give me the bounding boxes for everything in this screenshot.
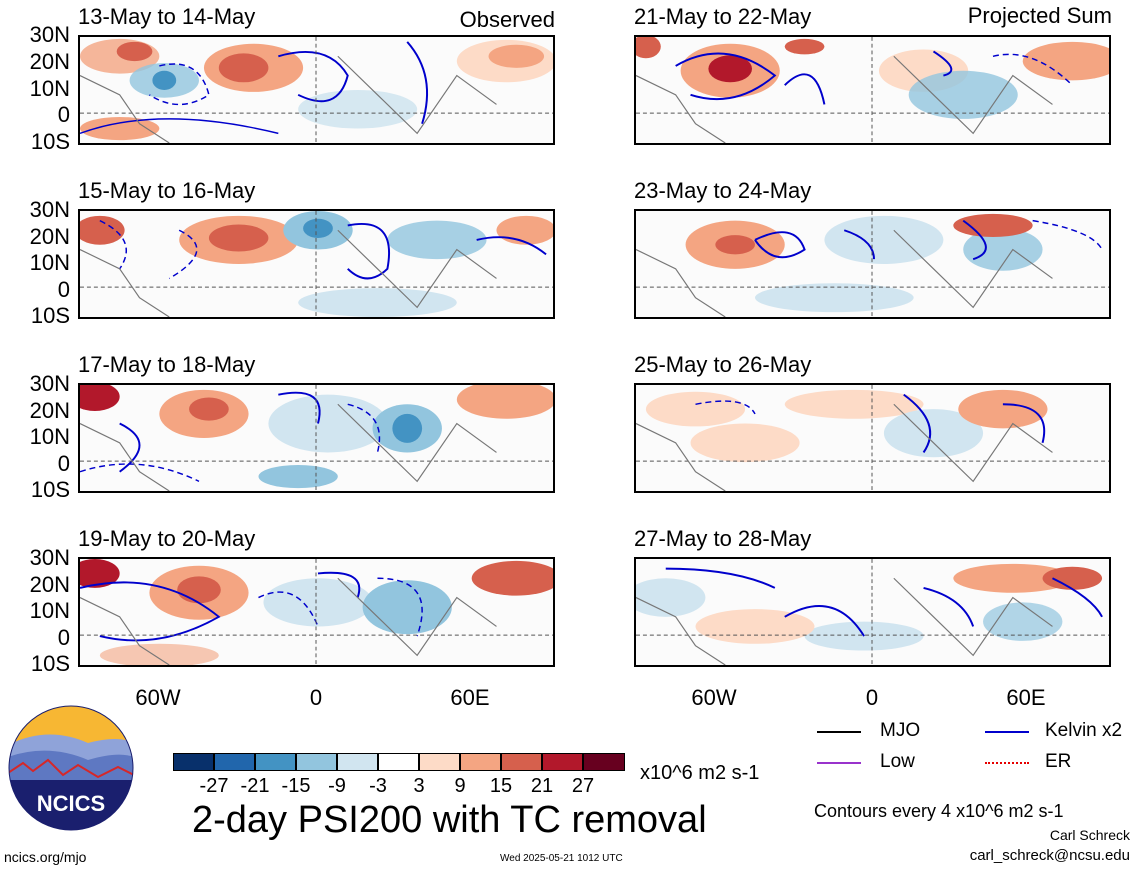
map-panel-obs-2	[78, 209, 555, 319]
lon-label-60w: 60W	[135, 685, 181, 710]
colorbar-swatch	[214, 753, 255, 771]
logo-text: NCICS	[37, 791, 105, 816]
lat-label-10n: 10N	[29, 76, 70, 101]
low-legend-line	[817, 762, 861, 764]
panel-title-proj-4: 27-May to 28-May	[634, 526, 812, 551]
contour-note: Contours every 4 x10^6 m2 s-1	[814, 801, 1064, 821]
colorbar-swatch	[583, 753, 625, 771]
er-legend-line	[985, 762, 1029, 764]
lat-label-10s: 10S	[30, 651, 70, 676]
colorbar-swatch	[501, 753, 542, 771]
colorbar-label: 3	[413, 775, 425, 797]
map-panel-obs-1	[78, 35, 555, 145]
lat-label-20n: 20N	[29, 572, 70, 597]
lat-label-20n: 20N	[29, 398, 70, 423]
map-panel-proj-1	[634, 35, 1111, 145]
map-panel-obs-4	[78, 557, 555, 667]
colorbar-label: -15	[281, 775, 311, 797]
colorbar-label: 27	[571, 775, 595, 797]
panel-title-obs-2: 15-May to 16-May	[78, 178, 256, 203]
ncics-logo: NCICS	[8, 705, 134, 831]
colorbar-swatch	[419, 753, 460, 771]
website-link[interactable]: ncics.org/mjo	[4, 849, 87, 865]
lat-label-20n: 20N	[29, 49, 70, 74]
colorbar-label: -21	[240, 775, 270, 797]
colorbar-swatch	[296, 753, 337, 771]
lon-label-60e: 60E	[1006, 685, 1046, 710]
colorbar-swatch	[337, 753, 378, 771]
map-panel-proj-2	[634, 209, 1111, 319]
colorbar-label: 9	[454, 775, 466, 797]
panel-title-obs-3: 17-May to 18-May	[78, 352, 256, 377]
lat-label-30n: 30N	[29, 545, 70, 570]
legend-low: Low	[880, 751, 915, 772]
lat-label-20n: 20N	[29, 224, 70, 249]
projected-sum-label: Projected Sum	[967, 3, 1112, 28]
legend-mjo: MJO	[880, 720, 921, 741]
colorbar-label: -27	[199, 775, 229, 797]
lon-label-0: 0	[865, 685, 879, 710]
colorbar-swatch	[378, 753, 419, 771]
panel-title-proj-2: 23-May to 24-May	[634, 178, 812, 203]
lat-label-10n: 10N	[29, 250, 70, 275]
colorbar-swatch	[460, 753, 501, 771]
colorbar-label: 21	[530, 775, 554, 797]
map-panel-obs-3	[78, 383, 555, 493]
author-email: carl_schreck@ncsu.edu	[969, 847, 1130, 864]
colorbar-swatch	[255, 753, 296, 771]
colorbar-swatch	[173, 753, 214, 771]
colorbar-units: x10^6 m2 s-1	[640, 762, 760, 784]
panel-title-proj-3: 25-May to 26-May	[634, 352, 812, 377]
lat-label-10s: 10S	[30, 303, 70, 328]
lat-label-30n: 30N	[29, 197, 70, 222]
main-title: 2-day PSI200 with TC removal	[192, 799, 707, 841]
lat-label-0: 0	[57, 451, 70, 476]
lat-label-0: 0	[57, 102, 70, 127]
colorbar-label: -9	[328, 775, 346, 797]
colorbar-swatch	[542, 753, 583, 771]
timestamp: Wed 2025-05-21 1012 UTC	[500, 853, 623, 864]
panel-title-obs-1: 13-May to 14-May	[78, 4, 256, 29]
author: Carl Schreck	[1049, 827, 1130, 843]
panel-title-proj-1: 21-May to 22-May	[634, 4, 812, 29]
legend-er: ER	[1045, 751, 1072, 772]
lat-label-0: 0	[57, 625, 70, 650]
lon-label-60w: 60W	[691, 685, 737, 710]
colorbar-label: -3	[369, 775, 387, 797]
map-panel-proj-4	[634, 557, 1111, 667]
lat-label-10s: 10S	[30, 477, 70, 502]
legend-kelvin: Kelvin x2	[1045, 720, 1123, 741]
lat-label-10n: 10N	[29, 424, 70, 449]
lat-label-0: 0	[57, 277, 70, 302]
observed-label: Observed	[459, 7, 555, 32]
lat-label-30n: 30N	[29, 371, 70, 396]
lat-label-10s: 10S	[30, 129, 70, 154]
panel-title-obs-4: 19-May to 20-May	[78, 526, 256, 551]
lat-label-10n: 10N	[29, 598, 70, 623]
lon-label-0: 0	[309, 685, 323, 710]
lon-label-60e: 60E	[450, 685, 490, 710]
lat-label-30n: 30N	[29, 22, 70, 47]
colorbar-label: 15	[489, 775, 513, 797]
map-panel-proj-3	[634, 383, 1111, 493]
mjo-legend-line	[817, 731, 861, 733]
kelvin-legend-line	[985, 731, 1029, 733]
